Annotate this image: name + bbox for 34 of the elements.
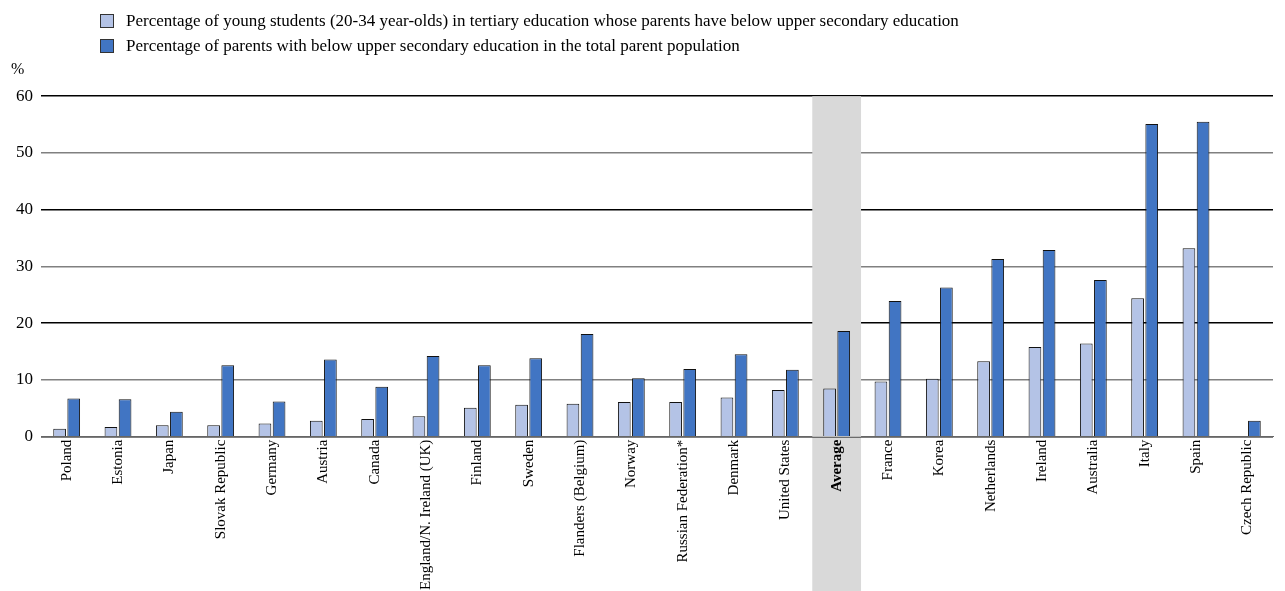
x-tick-label: England/N. Ireland (UK) — [416, 439, 434, 591]
x-tick-label: Spain — [1186, 439, 1203, 474]
x-tick-label: Poland — [57, 439, 74, 482]
x-tick-label: Ireland — [1032, 439, 1049, 483]
x-tick-label: Germany — [262, 439, 279, 496]
x-tick-label: Australia — [1084, 439, 1101, 495]
x-tick-label: Finland — [468, 439, 485, 486]
y-tick-label: 60 — [16, 85, 33, 105]
x-tick-label: Canada — [365, 439, 382, 485]
x-tick-label: Austria — [314, 439, 331, 484]
x-tick-label: Japan — [160, 439, 177, 474]
x-tick-label: Korea — [930, 439, 947, 477]
x-tick-label: Average — [827, 439, 844, 492]
x-tick-label: Slovak Republic — [211, 439, 228, 540]
y-tick-label: 20 — [16, 312, 33, 332]
x-tick-label: Czech Republic — [1238, 439, 1255, 536]
x-tick-label: France — [878, 439, 895, 481]
x-tick-label: Estonia — [108, 439, 125, 485]
y-tick-label: 40 — [16, 199, 33, 219]
x-tick-label: Sweden — [519, 439, 536, 488]
x-tick-label: Norway — [622, 439, 639, 488]
x-tick-label: United States — [776, 439, 793, 521]
x-tick-label: Flanders (Belgium) — [570, 439, 588, 557]
legend-label: Percentage of parents with below upper secondary education in the total parent population — [126, 35, 740, 56]
legend-label: Percentage of young students (20-34 year-olds) in tertiary education whose parents have below upper secondary education — [126, 10, 959, 31]
y-tick-label: 50 — [16, 142, 33, 162]
x-tick-label: Denmark — [724, 439, 741, 496]
x-tick-label: Netherlands — [981, 439, 998, 513]
y-tick-label: 30 — [16, 255, 33, 275]
x-tick-label: Russian Federation* — [673, 439, 690, 563]
y-tick-label: 0 — [24, 426, 33, 446]
x-tick-label: Italy — [1135, 439, 1152, 468]
y-axis-title: % — [11, 60, 25, 78]
y-tick-label: 10 — [16, 369, 33, 389]
